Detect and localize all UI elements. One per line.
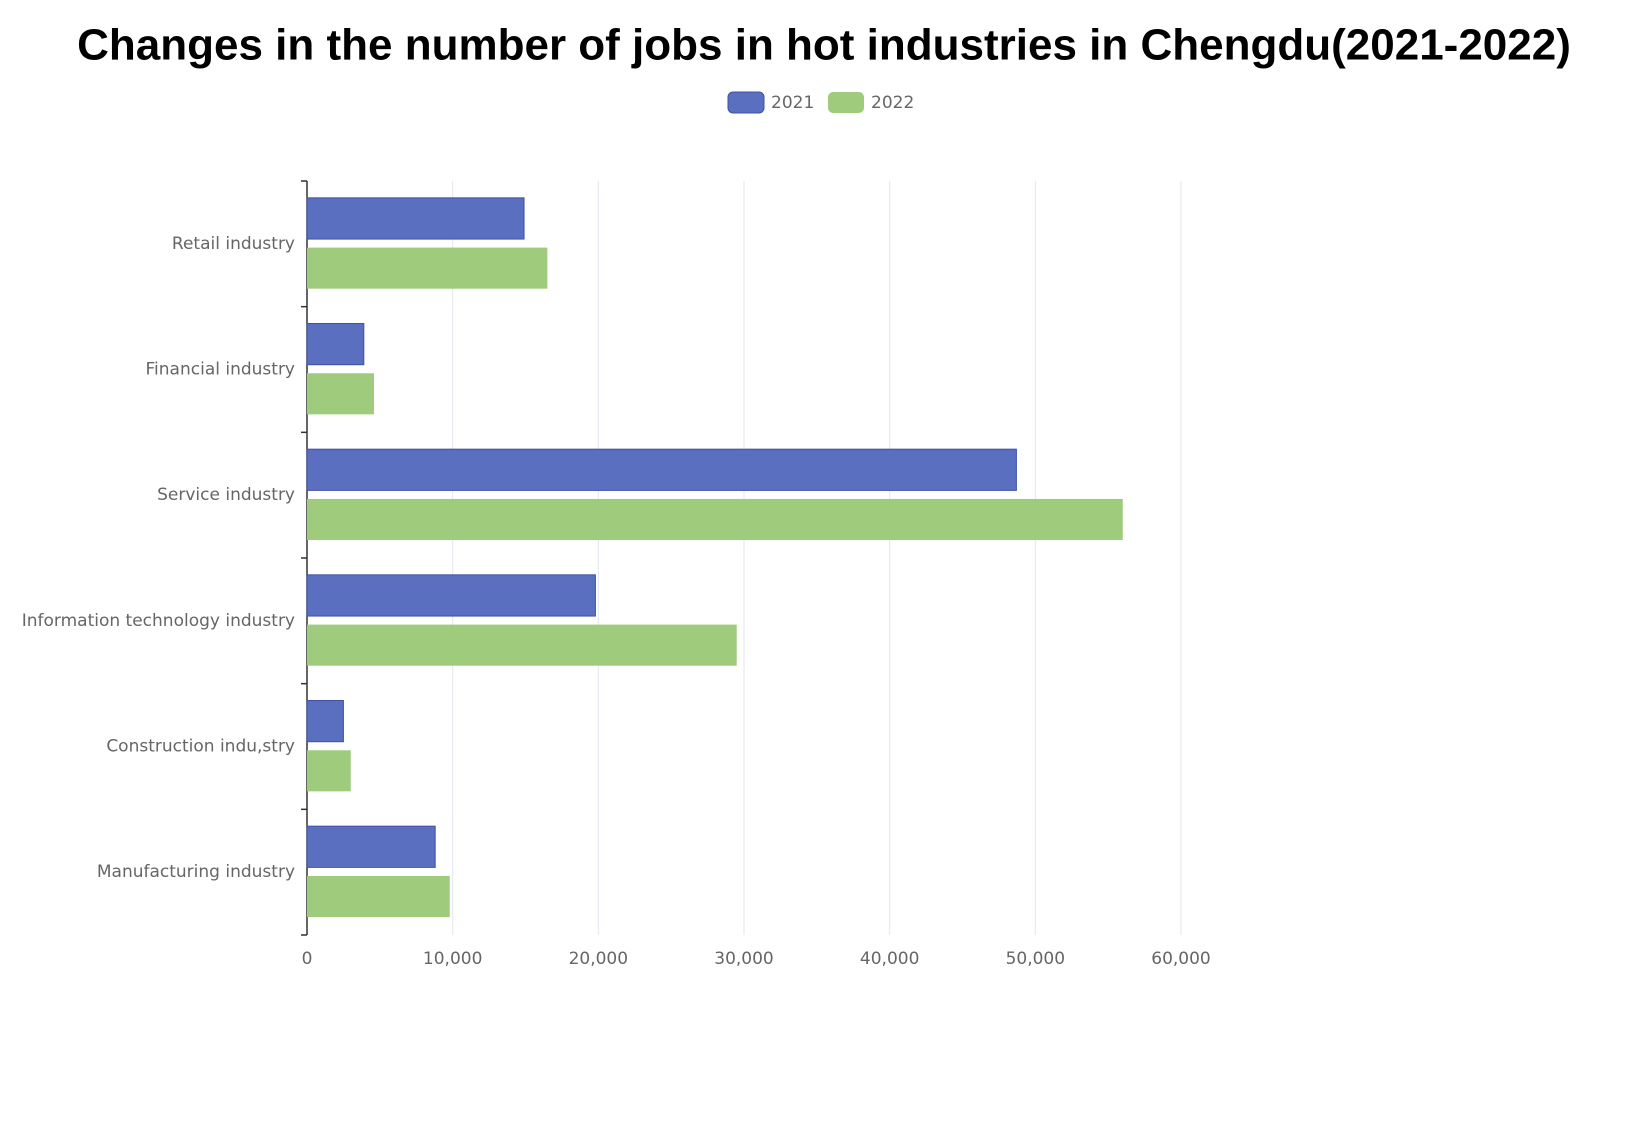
bar [306, 700, 344, 743]
bar [307, 373, 375, 415]
legend-label: 2022 [871, 93, 914, 113]
y-tick-label: Information technology industry [22, 611, 295, 631]
x-tick-label: 50,000 [1006, 949, 1065, 969]
x-tick-label: 20,000 [569, 949, 628, 969]
bar [306, 197, 525, 240]
y-tick-label: Manufacturing industry [97, 862, 295, 882]
y-tick-label: Retail industry [172, 234, 295, 254]
bar [306, 448, 1017, 491]
x-tick-label: 10,000 [423, 949, 482, 969]
bar [307, 247, 548, 289]
x-tick-label: 60,000 [1151, 949, 1210, 969]
legend-label: 2021 [771, 93, 814, 113]
legend-swatch [727, 91, 765, 114]
chart-title: Changes in the number of jobs in hot ind… [77, 21, 1571, 70]
y-tick-label: Financial industry [146, 360, 295, 380]
x-tick-label: 30,000 [714, 949, 773, 969]
bar [306, 323, 365, 366]
legend-swatch [828, 92, 864, 113]
bar [307, 624, 737, 666]
x-tick-label: 40,000 [860, 949, 919, 969]
bar [307, 750, 351, 792]
bar [306, 574, 596, 617]
bar [307, 875, 450, 918]
bar [306, 825, 436, 868]
y-tick-label: Service industry [157, 485, 295, 505]
bar [307, 498, 1123, 541]
y-tick-label: Construction indu,stry [106, 737, 295, 757]
x-tick-label: 0 [302, 949, 313, 969]
